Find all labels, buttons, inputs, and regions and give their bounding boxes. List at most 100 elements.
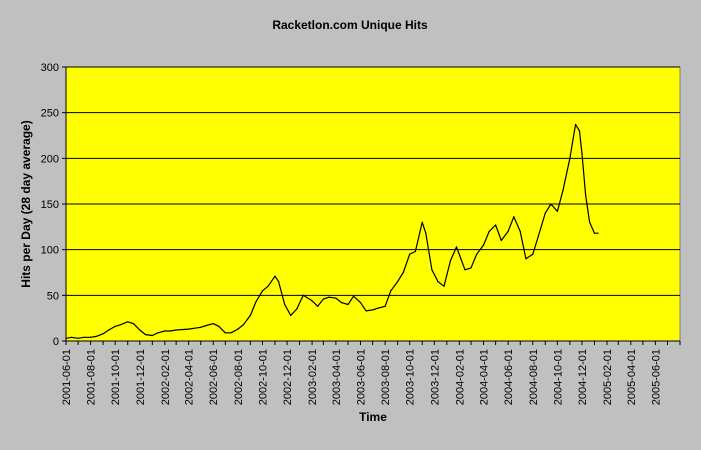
data-point <box>347 303 349 306</box>
data-point <box>108 329 110 331</box>
data-point <box>127 321 129 323</box>
data-point <box>397 281 399 283</box>
data-point <box>402 271 404 274</box>
data-point <box>188 328 190 330</box>
data-point <box>322 298 324 300</box>
data-point <box>218 325 220 327</box>
data-point <box>537 235 540 237</box>
data-point <box>525 258 527 260</box>
data-point <box>249 314 251 317</box>
data-point <box>425 232 427 234</box>
data-point <box>482 244 485 246</box>
data-point <box>377 307 379 309</box>
data-point <box>237 328 239 330</box>
x-tick-label: 2004-12-01 <box>577 349 589 405</box>
x-tick-label: 2005-06-01 <box>650 349 662 405</box>
data-point <box>169 330 172 332</box>
data-point <box>470 267 472 269</box>
data-point <box>95 335 97 338</box>
data-point <box>519 230 521 232</box>
y-tick-label: 50 <box>47 290 59 302</box>
data-point <box>421 221 423 223</box>
x-tick-label: 2004-08-01 <box>528 349 540 405</box>
x-tick-label: 2003-06-01 <box>355 349 367 405</box>
x-tick-label: 2005-02-01 <box>602 349 614 405</box>
x-tick-label: 2002-06-01 <box>208 349 220 405</box>
data-point <box>464 269 466 271</box>
x-tick-label: 2002-02-01 <box>160 349 172 405</box>
data-point <box>90 336 92 338</box>
data-point <box>597 232 599 234</box>
data-point <box>328 296 330 298</box>
x-tick-label: 2001-10-01 <box>110 349 122 405</box>
x-tick-label: 2005-04-01 <box>626 349 638 405</box>
data-point <box>384 305 386 307</box>
data-point <box>157 332 159 334</box>
data-point <box>460 258 462 260</box>
data-point <box>255 301 257 303</box>
data-point <box>353 295 355 297</box>
x-tick-label: 2004-06-01 <box>503 349 515 405</box>
data-point <box>120 323 122 326</box>
data-point <box>296 308 298 310</box>
data-point <box>589 221 591 223</box>
data-point <box>390 290 392 292</box>
data-point <box>556 210 558 212</box>
data-point <box>550 203 552 205</box>
x-tick-label: 2003-10-01 <box>405 349 417 405</box>
data-point <box>200 326 202 328</box>
data-point <box>578 130 581 132</box>
data-point <box>340 302 343 304</box>
data-point <box>311 300 313 302</box>
data-point <box>278 281 280 283</box>
data-point <box>132 323 134 325</box>
x-tick-label: 2001-06-01 <box>61 349 73 405</box>
data-point <box>164 330 166 332</box>
y-tick-label: 250 <box>41 108 59 120</box>
data-point <box>455 246 458 248</box>
x-tick-label: 2002-08-01 <box>233 349 245 405</box>
data-point <box>443 285 445 287</box>
x-tick-label: 2004-04-01 <box>479 349 491 405</box>
data-point <box>585 194 587 196</box>
data-point <box>532 253 534 255</box>
data-point <box>365 310 367 312</box>
data-point <box>431 269 433 271</box>
data-point <box>335 297 337 299</box>
data-point <box>77 337 79 339</box>
data-point <box>414 250 416 253</box>
data-point <box>71 336 73 338</box>
data-point <box>242 323 245 326</box>
x-tick-label: 2003-04-01 <box>331 349 343 405</box>
data-point <box>317 305 319 307</box>
data-point <box>359 302 362 304</box>
y-axis-title: Hits per Day (28 day average) <box>19 120 33 287</box>
data-point <box>267 285 269 287</box>
data-point <box>274 275 276 277</box>
data-point <box>593 232 596 234</box>
x-tick-label: 2003-02-01 <box>307 349 319 405</box>
data-point <box>562 189 564 191</box>
x-tick-label: 2001-12-01 <box>135 349 147 405</box>
data-point <box>65 337 67 339</box>
x-tick-label: 2004-10-01 <box>552 349 564 405</box>
data-point <box>449 260 452 262</box>
data-point <box>139 329 141 331</box>
data-point <box>581 153 583 155</box>
data-point <box>224 332 226 334</box>
x-tick-label: 2002-10-01 <box>257 349 269 405</box>
data-point <box>544 212 546 214</box>
y-tick-label: 150 <box>41 199 59 211</box>
data-point <box>284 303 286 306</box>
data-point <box>437 281 439 283</box>
data-point <box>175 329 177 331</box>
data-point <box>302 294 304 296</box>
data-point <box>144 334 147 336</box>
data-point <box>114 325 116 327</box>
chart-title: Racketlon.com Unique Hits <box>272 18 428 32</box>
data-point <box>476 253 478 255</box>
x-axis-title: Time <box>359 410 387 424</box>
data-point <box>230 332 232 334</box>
